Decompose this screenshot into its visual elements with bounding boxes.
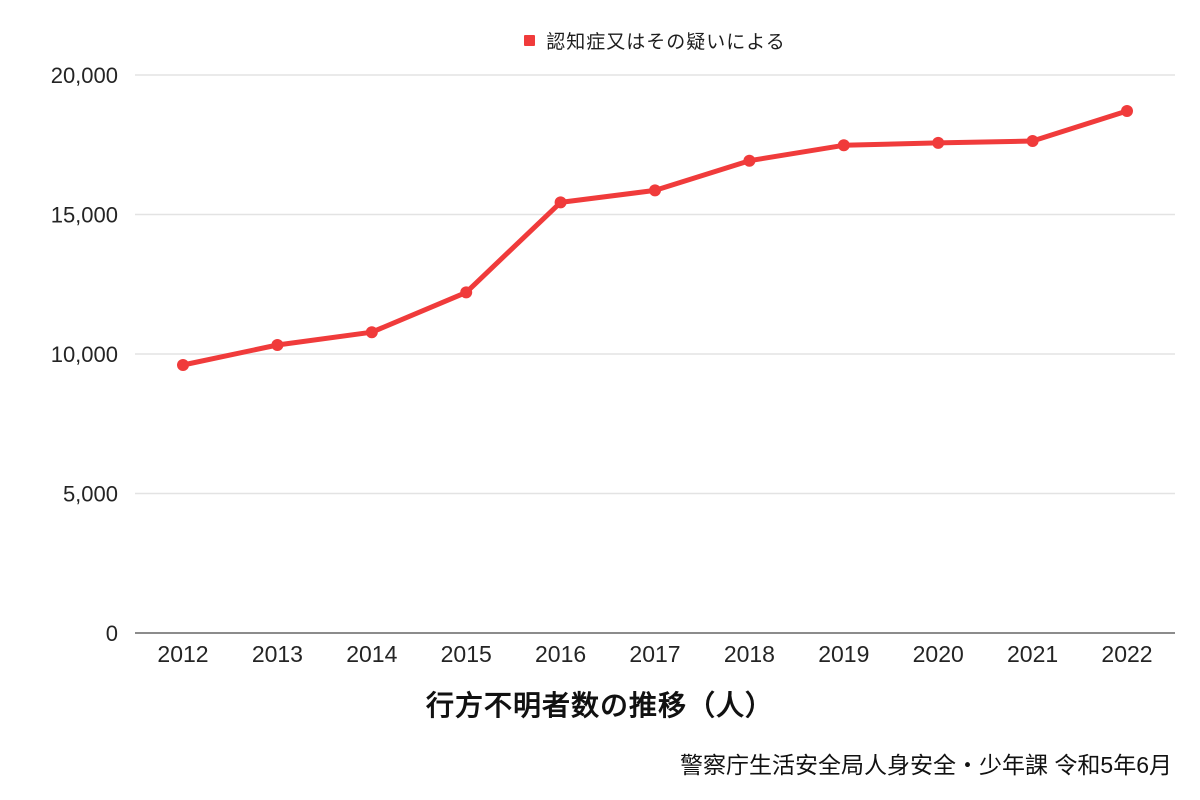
y-tick-label: 10,000 xyxy=(51,342,118,367)
x-tick-label: 2015 xyxy=(441,641,492,667)
x-tick-label: 2018 xyxy=(724,641,775,667)
data-point xyxy=(177,359,189,371)
legend-series-label: 認知症又はその疑いによる xyxy=(546,31,786,53)
data-point xyxy=(743,154,756,167)
source-attribution: 警察庁生活安全局人身安全・少年課 令和5年6月 xyxy=(680,752,1172,778)
x-tick-label: 2013 xyxy=(252,641,303,667)
x-tick-label: 2017 xyxy=(629,641,680,667)
x-tick-label: 2014 xyxy=(346,641,397,667)
legend: 認知症又はその疑いによる xyxy=(135,27,1175,53)
data-point xyxy=(554,196,567,209)
y-tick-label: 15,000 xyxy=(51,203,118,228)
data-line xyxy=(180,108,1130,368)
x-tick-label: 2021 xyxy=(1007,641,1058,667)
data-point xyxy=(1121,105,1133,117)
y-tick-label: 20,000 xyxy=(51,63,118,88)
x-tick-label: 2012 xyxy=(157,641,208,667)
data-point xyxy=(1026,135,1039,147)
x-tick-label: 2019 xyxy=(818,641,869,667)
data-point xyxy=(271,339,284,351)
x-tick-label: 2022 xyxy=(1101,641,1152,667)
data-point xyxy=(932,136,945,149)
line-chart-plot: 0 5,000 10,000 15,000 20,000 2012 2013 2014 2015… xyxy=(51,63,1175,667)
chart-title: 行方不明者数の推移（人） xyxy=(425,690,774,721)
y-tick-label: 0 xyxy=(106,621,118,646)
x-tick-label: 2016 xyxy=(535,641,586,667)
legend-marker-square-icon xyxy=(524,34,536,46)
data-point xyxy=(837,139,850,152)
data-point xyxy=(649,184,661,197)
y-tick-label: 5,000 xyxy=(63,482,118,507)
x-tick-label: 2020 xyxy=(913,641,964,667)
data-point xyxy=(365,326,378,339)
data-point xyxy=(460,286,473,299)
